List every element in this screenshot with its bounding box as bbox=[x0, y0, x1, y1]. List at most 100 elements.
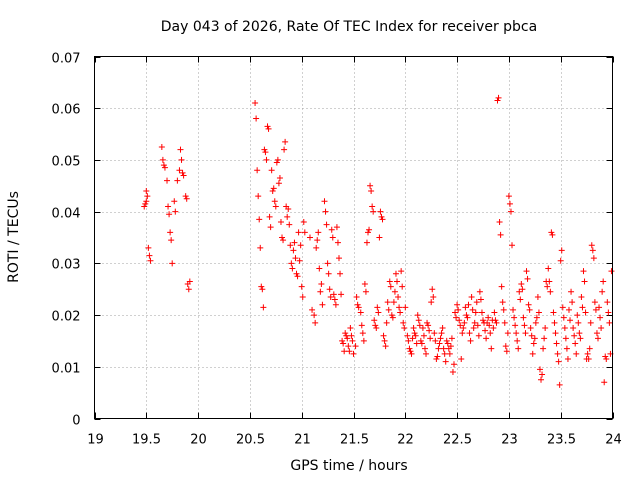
data-point bbox=[390, 299, 397, 306]
data-point bbox=[494, 97, 501, 104]
data-point bbox=[467, 337, 474, 344]
data-point bbox=[293, 270, 300, 277]
data-point bbox=[437, 335, 444, 342]
data-point bbox=[586, 345, 593, 352]
data-point bbox=[608, 268, 615, 275]
data-point bbox=[335, 255, 342, 262]
data-point bbox=[523, 268, 530, 275]
data-point bbox=[549, 231, 556, 238]
data-point bbox=[298, 283, 305, 290]
data-point bbox=[530, 340, 537, 347]
data-point bbox=[468, 293, 475, 300]
x-tick-label: 20 bbox=[190, 433, 207, 448]
data-point bbox=[515, 345, 522, 352]
data-point bbox=[461, 319, 468, 326]
data-point bbox=[280, 237, 287, 244]
data-point bbox=[463, 312, 470, 319]
data-point bbox=[355, 304, 362, 311]
data-point bbox=[300, 218, 307, 225]
data-point bbox=[433, 356, 440, 363]
x-tick-label: 23 bbox=[501, 433, 518, 448]
data-point bbox=[438, 330, 445, 337]
data-point bbox=[416, 322, 423, 329]
data-point bbox=[575, 319, 582, 326]
data-point bbox=[263, 156, 270, 163]
data-point bbox=[478, 309, 485, 316]
data-point bbox=[491, 309, 498, 316]
data-point bbox=[142, 200, 149, 207]
data-point bbox=[480, 317, 486, 324]
y-tick-label: 0.01 bbox=[52, 362, 81, 377]
data-point bbox=[268, 167, 275, 174]
data-point bbox=[589, 247, 596, 254]
data-point bbox=[550, 309, 557, 316]
x-tick-label: 24 bbox=[605, 433, 622, 448]
data-point bbox=[311, 312, 318, 319]
data-point bbox=[542, 325, 549, 331]
data-point bbox=[254, 167, 261, 174]
data-point bbox=[177, 146, 184, 153]
data-point bbox=[146, 252, 153, 259]
data-point bbox=[580, 268, 587, 275]
data-point bbox=[325, 270, 332, 277]
data-point bbox=[338, 291, 345, 298]
data-point bbox=[317, 288, 324, 295]
data-point bbox=[546, 278, 553, 285]
data-point bbox=[585, 356, 592, 363]
data-point bbox=[521, 322, 528, 329]
data-point bbox=[180, 172, 187, 179]
data-point bbox=[362, 288, 369, 295]
data-point bbox=[582, 309, 589, 316]
data-point bbox=[253, 115, 260, 122]
data-point bbox=[415, 317, 422, 324]
data-point bbox=[379, 216, 386, 223]
data-point bbox=[295, 229, 302, 236]
data-point bbox=[176, 167, 183, 174]
data-point bbox=[357, 309, 364, 316]
data-point bbox=[400, 319, 407, 326]
data-point bbox=[290, 247, 297, 254]
data-point bbox=[345, 343, 352, 350]
data-point bbox=[490, 325, 497, 331]
data-point bbox=[372, 322, 379, 329]
data-point bbox=[144, 193, 151, 200]
data-point bbox=[297, 242, 304, 249]
data-point bbox=[413, 340, 420, 347]
data-point bbox=[545, 265, 552, 272]
data-point bbox=[369, 203, 376, 210]
data-point bbox=[564, 356, 571, 363]
data-point bbox=[475, 332, 482, 339]
data-point bbox=[453, 314, 460, 321]
data-point bbox=[590, 255, 597, 262]
data-point bbox=[457, 322, 464, 329]
data-point bbox=[321, 198, 328, 205]
data-point bbox=[474, 322, 481, 329]
data-point bbox=[291, 239, 298, 246]
data-point bbox=[160, 162, 167, 169]
data-point bbox=[282, 138, 289, 145]
data-point bbox=[534, 293, 541, 300]
chart-title: Day 043 of 2026, Rate Of TEC Index for r… bbox=[161, 19, 537, 35]
data-point bbox=[309, 306, 316, 313]
data-point bbox=[352, 343, 359, 350]
data-point bbox=[182, 193, 189, 200]
data-point bbox=[458, 356, 465, 363]
data-point bbox=[388, 312, 395, 319]
data-point bbox=[411, 330, 418, 337]
x-tick-label: 23.5 bbox=[547, 433, 576, 448]
data-point bbox=[440, 345, 447, 352]
data-point bbox=[483, 335, 490, 342]
data-point bbox=[524, 275, 531, 282]
data-point bbox=[444, 340, 451, 347]
data-point bbox=[322, 208, 329, 215]
data-point bbox=[370, 208, 377, 215]
data-point bbox=[567, 317, 574, 324]
data-point bbox=[380, 332, 387, 339]
data-point bbox=[434, 353, 441, 360]
x-tick-label: 21 bbox=[294, 433, 311, 448]
data-point bbox=[420, 332, 427, 339]
data-point bbox=[498, 283, 505, 290]
data-point bbox=[570, 325, 577, 331]
data-point bbox=[572, 340, 579, 347]
